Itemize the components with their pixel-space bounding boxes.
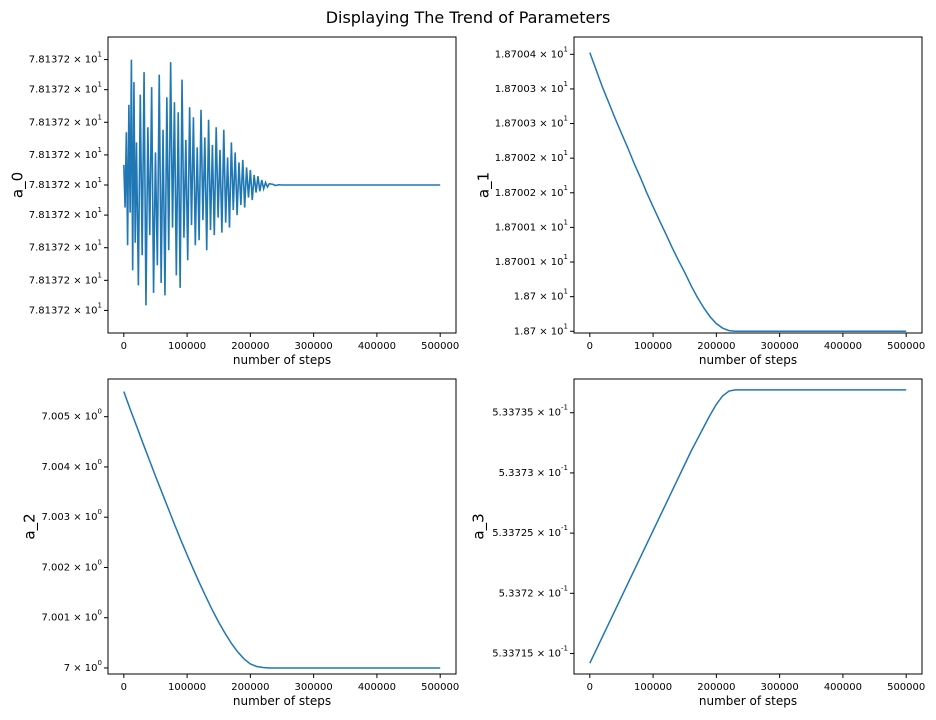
y-axis-label: a_1 — [475, 172, 494, 198]
y-tick-label: 1.87004 × 101 — [495, 45, 568, 60]
axes-frame — [573, 36, 923, 334]
x-tick-label: 0 — [121, 341, 127, 352]
x-tick-label: 400000 — [824, 682, 862, 693]
subplot-a_0: 0 100000 200000 300000 400000 500000 7.81372 ×… — [9, 36, 459, 367]
x-tick-label: 400000 — [358, 341, 396, 352]
y-tick-label: 7.81372 × 101 — [29, 81, 102, 96]
y-tick-label: 1.87002 × 101 — [495, 149, 568, 164]
y-tick-label: 7.81372 × 101 — [29, 51, 102, 66]
y-tick-label: 5.33725 × 10-1 — [492, 524, 568, 539]
y-tick-label: 1.87001 × 101 — [495, 253, 568, 268]
y-tick-label: 1.87001 × 101 — [495, 218, 568, 233]
x-axis-label: number of steps — [233, 694, 331, 708]
y-tick-label: 7.81372 × 101 — [29, 301, 102, 316]
y-tick-label: 7.81372 × 101 — [29, 271, 102, 286]
x-tick-label: 500000 — [421, 341, 459, 352]
y-tick-label: 7.81372 × 101 — [29, 239, 102, 254]
x-axis-label: number of steps — [699, 353, 797, 367]
y-tick-label: 5.33715 × 10-1 — [492, 645, 568, 660]
y-tick-label: 7.81372 × 101 — [29, 176, 102, 191]
y-tick-label: 5.33735 × 10-1 — [492, 404, 568, 419]
y-axis-label: a_0 — [9, 172, 28, 198]
y-tick-label: 1.87003 × 101 — [495, 80, 568, 95]
x-tick-label: 100000 — [634, 341, 672, 352]
y-tick-label: 7 × 100 — [64, 659, 102, 674]
x-tick-label: 200000 — [231, 682, 269, 693]
x-tick-label: 300000 — [295, 341, 333, 352]
y-tick-label: 1.87003 × 101 — [495, 115, 568, 130]
axes-frame — [107, 378, 457, 675]
y-tick-label: 7.005 × 100 — [41, 408, 102, 423]
x-tick-label: 100000 — [634, 682, 672, 693]
x-tick-label: 300000 — [761, 682, 799, 693]
subplot-a_2: 0 100000 200000 300000 400000 500000 7.005 × 1… — [21, 378, 459, 708]
y-tick-label: 1.87 × 101 — [514, 322, 568, 337]
x-axis-label: number of steps — [699, 694, 797, 708]
x-tick-label: 300000 — [295, 682, 333, 693]
y-tick-label: 7.81372 × 101 — [29, 113, 102, 128]
x-tick-label: 200000 — [231, 341, 269, 352]
x-tick-label: 500000 — [887, 682, 925, 693]
y-tick-label: 7.003 × 100 — [41, 508, 102, 523]
series-line — [589, 389, 907, 664]
y-tick-label: 7.81372 × 101 — [29, 146, 102, 161]
x-tick-label: 0 — [587, 341, 593, 352]
x-tick-label: 100000 — [168, 682, 206, 693]
axes-frame — [573, 378, 923, 675]
x-tick-label: 500000 — [421, 682, 459, 693]
figure-title: Displaying The Trend of Parameters — [325, 8, 611, 27]
y-tick-label: 7.002 × 100 — [41, 558, 102, 573]
x-tick-label: 100000 — [168, 341, 206, 352]
x-tick-label: 200000 — [697, 341, 735, 352]
series-line — [589, 52, 907, 333]
x-tick-label: 400000 — [824, 341, 862, 352]
y-axis-label: a_3 — [470, 513, 489, 539]
x-tick-label: 200000 — [697, 682, 735, 693]
x-tick-label: 300000 — [761, 341, 799, 352]
y-tick-label: 1.87 × 101 — [514, 288, 568, 303]
y-tick-label: 5.3372 × 10-1 — [499, 584, 568, 599]
y-tick-label: 7.81372 × 101 — [29, 206, 102, 221]
x-tick-label: 500000 — [887, 341, 925, 352]
series-line — [123, 59, 441, 306]
subplot-a_1: 0 100000 200000 300000 400000 500000 1.87004 ×… — [475, 36, 925, 367]
x-axis-label: number of steps — [233, 353, 331, 367]
x-tick-label: 0 — [587, 682, 593, 693]
y-tick-label: 5.3373 × 10-1 — [499, 464, 568, 479]
y-tick-label: 7.001 × 100 — [41, 609, 102, 624]
subplot-a_3: 0 100000 200000 300000 400000 500000 5.33735 ×… — [470, 378, 925, 708]
x-tick-label: 400000 — [358, 682, 396, 693]
y-tick-label: 1.87002 × 101 — [495, 184, 568, 199]
series-line — [123, 391, 441, 669]
y-tick-label: 7.004 × 100 — [41, 458, 102, 473]
y-axis-label: a_2 — [21, 513, 40, 539]
x-tick-label: 0 — [121, 682, 127, 693]
